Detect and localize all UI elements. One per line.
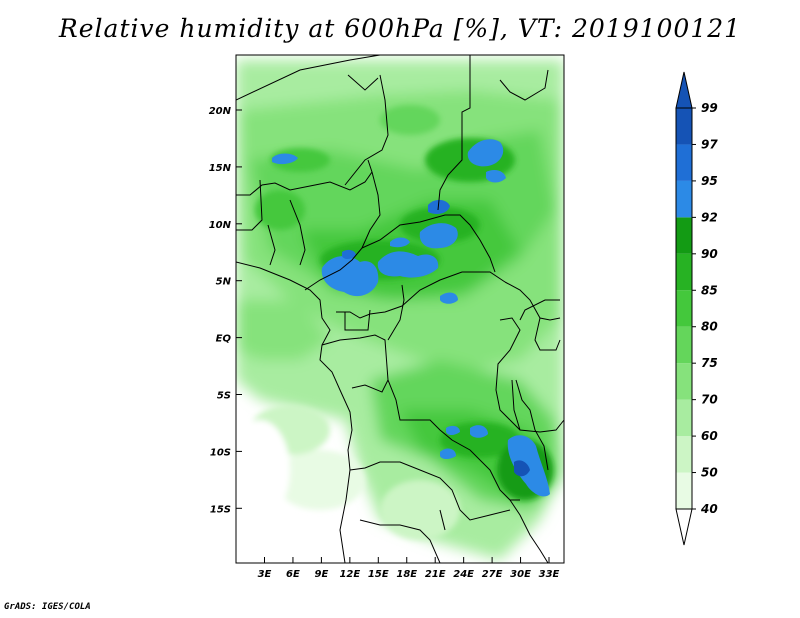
colorbar-label: 92 xyxy=(701,210,718,224)
colorbar-box xyxy=(676,290,692,327)
colorbar-box xyxy=(676,472,692,509)
colorbar-box xyxy=(676,363,692,400)
colorbar-box xyxy=(676,144,692,181)
lon-tick-label: 18E xyxy=(396,569,417,580)
lon-tick-label: 27E xyxy=(482,569,503,580)
colorbar-label: 50 xyxy=(701,466,718,480)
credit-text: GrADS: IGES/COLA xyxy=(4,602,91,612)
map-frame xyxy=(235,54,565,564)
lat-tick-label: 15S xyxy=(210,504,231,515)
colorbar-label: 90 xyxy=(701,247,718,261)
humidity-saturated-areas xyxy=(272,139,550,497)
colorbar-box xyxy=(676,180,692,218)
lat-tick-label: 5S xyxy=(217,391,231,402)
lat-tick-label: 10S xyxy=(210,447,231,458)
lon-tick-label: 33E xyxy=(539,569,560,580)
lat-tick-label: 10N xyxy=(209,220,232,231)
colorbar-upper-extend xyxy=(675,71,693,109)
colorbar-label: 85 xyxy=(701,283,718,297)
humidity-field xyxy=(236,55,564,563)
colorbar-frame xyxy=(675,107,693,510)
colorbar-box xyxy=(676,436,692,473)
lat-tick-label: EQ xyxy=(216,334,232,345)
country-borders xyxy=(236,55,564,563)
lat-tick-label: 15N xyxy=(209,163,232,174)
lon-tick-label: 9E xyxy=(315,569,329,580)
colorbar-label: 75 xyxy=(701,356,718,370)
colorbar-label: 95 xyxy=(701,174,718,188)
map-title: Relative humidity at 600hPa [%], VT: 201… xyxy=(58,14,742,43)
colorbar-label: 40 xyxy=(700,502,718,516)
colorbar-box xyxy=(676,326,692,364)
lon-tick-label: 21E xyxy=(425,569,446,580)
colorbar-box xyxy=(676,217,692,254)
colorbar-label: 99 xyxy=(701,101,718,115)
latitude-axis: 20N 15N 10N 5N EQ 5S 10S 15S xyxy=(209,106,242,515)
colorbar-box xyxy=(676,108,692,145)
longitude-axis: 3E 6E 9E 12E 15E 18E 21E 24E 27E 30E 33E xyxy=(258,557,560,580)
colorbar-box xyxy=(676,253,692,291)
colorbar-label: 97 xyxy=(701,137,718,151)
colorbar-label: 70 xyxy=(701,393,718,407)
colorbar-lower-extend xyxy=(675,508,693,546)
lon-tick-label: 30E xyxy=(510,569,531,580)
lon-tick-label: 6E xyxy=(286,569,300,580)
lat-tick-label: 20N xyxy=(209,106,232,117)
lon-tick-label: 24E xyxy=(453,569,474,580)
colorbar: 40 50 60 70 75 80 85 90 92 95 97 99 xyxy=(675,71,718,546)
colorbar-box xyxy=(676,399,692,437)
colorbar-label: 80 xyxy=(701,320,718,334)
lon-tick-label: 3E xyxy=(258,569,272,580)
colorbar-label: 60 xyxy=(701,429,718,443)
lon-tick-label: 15E xyxy=(368,569,389,580)
lon-tick-label: 12E xyxy=(339,569,360,580)
lat-tick-label: 5N xyxy=(216,277,232,288)
